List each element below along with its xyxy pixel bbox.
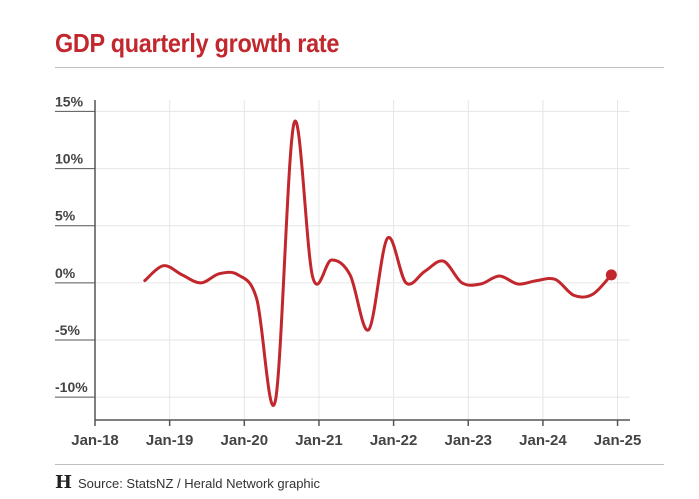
series-line xyxy=(143,119,613,407)
footer: H Source: StatsNZ / Herald Network graph… xyxy=(55,472,320,494)
x-tick-label: Jan-23 xyxy=(444,432,492,449)
x-tick-label: Jan-22 xyxy=(370,432,418,449)
x-tick-label: Jan-21 xyxy=(295,432,343,449)
y-tick-label: -5% xyxy=(55,322,80,338)
y-tick-label: -10% xyxy=(55,379,88,395)
x-tick-label: Jan-20 xyxy=(221,432,269,449)
herald-logo-icon: H xyxy=(55,472,73,493)
x-tick-label: Jan-19 xyxy=(146,432,194,449)
title-divider xyxy=(55,67,664,68)
footer-divider xyxy=(55,464,664,465)
chart-title: GDP quarterly growth rate xyxy=(55,28,340,58)
x-tick-label: Jan-24 xyxy=(519,432,567,449)
x-tick-label: Jan-18 xyxy=(71,432,119,449)
source-note: Source: StatsNZ / Herald Network graphic xyxy=(78,475,321,491)
y-tick-label: 10% xyxy=(55,151,84,167)
y-tick-label: 5% xyxy=(55,208,76,224)
y-tick-label: 15% xyxy=(55,93,84,109)
line-chart: Jan-18 Jan-19 Jan-20 Jan-21 Jan-22 Jan-23 Jan-… xyxy=(55,93,642,449)
last-data-point xyxy=(605,269,617,281)
x-tick-label: Jan-25 xyxy=(594,432,642,449)
y-tick-label: 0% xyxy=(55,265,76,281)
